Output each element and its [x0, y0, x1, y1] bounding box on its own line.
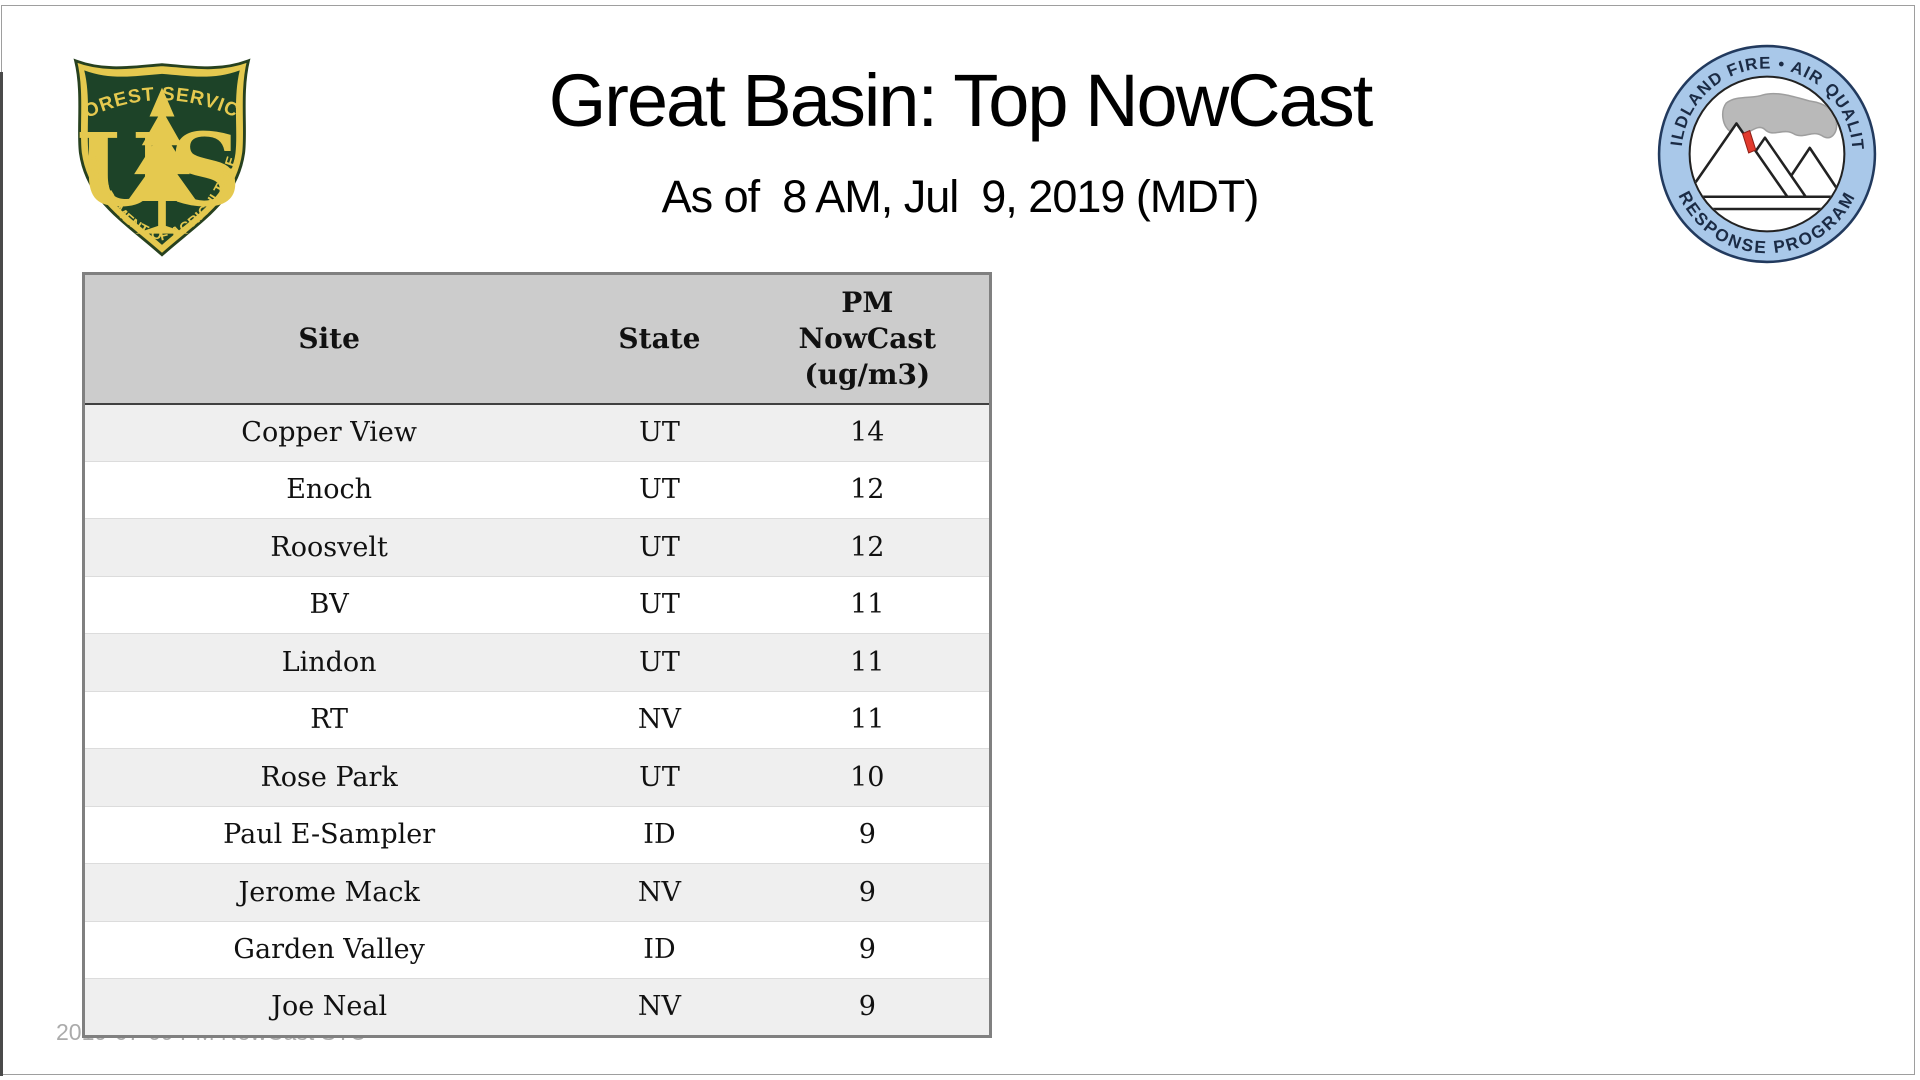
- page-title: Great Basin: Top NowCast: [548, 59, 1374, 142]
- column-header-pm-nowcast: PM NowCast (ug/m3): [745, 273, 991, 405]
- site-cell: Enoch: [83, 460, 574, 519]
- state-cell: NV: [573, 978, 746, 1036]
- state-cell: NV: [573, 690, 746, 749]
- table-row: Paul E-Sampler ID 9: [83, 805, 991, 864]
- wfaqrp-logo: WILDLAND FIRE • AIR QUALITY RESPONSE PRO…: [1646, 27, 1879, 266]
- pm-nowcast-cell: 11: [745, 575, 991, 634]
- table-row: Copper View UT 14: [83, 403, 991, 461]
- site-cell: Paul E-Sampler: [83, 805, 574, 864]
- mountains-icon: [1690, 122, 1844, 199]
- table-row: Garden Valley ID 9: [83, 920, 991, 979]
- table-row: Jerome Mack NV 9: [83, 863, 991, 921]
- state-cell: UT: [573, 748, 746, 806]
- table-row: BV UT 11: [83, 575, 991, 634]
- site-cell: Lindon: [83, 633, 574, 691]
- pm-nowcast-cell: 11: [745, 690, 991, 749]
- page-subtitle: As of 8 AM, Jul 9, 2019 (MDT): [661, 171, 1260, 222]
- state-cell: UT: [573, 633, 746, 691]
- wfaqrp-logo-icon: WILDLAND FIRE • AIR QUALITY RESPONSE PRO…: [1646, 27, 1877, 264]
- table-row: RT NV 11: [83, 690, 991, 749]
- site-cell: Jerome Mack: [83, 863, 574, 921]
- pine-tree-icon: [127, 87, 197, 234]
- site-cell: BV: [83, 575, 574, 634]
- table-body: Copper View UT 14 Enoch UT 12 Roosvelt UT 12 BV UT…: [83, 403, 991, 1036]
- table-row: Roosvelt UT 12: [83, 518, 991, 576]
- pm-nowcast-cell: 12: [745, 460, 991, 519]
- pm-nowcast-cell: 9: [745, 978, 991, 1036]
- table-row: Joe Neal NV 9: [83, 978, 991, 1036]
- forest-service-shield-icon: FOREST SERVICE U S DEPARTMENT OF AGRICUL…: [59, 29, 251, 257]
- nowcast-table: Site State PM NowCast (ug/m3) Copper Vie…: [82, 272, 992, 1038]
- column-header-site: Site: [83, 273, 574, 405]
- site-cell: Garden Valley: [83, 920, 574, 979]
- table-header-row: Site State PM NowCast (ug/m3): [83, 273, 991, 405]
- pm-nowcast-cell: 9: [745, 920, 991, 979]
- site-cell: Joe Neal: [83, 978, 574, 1036]
- state-cell: UT: [573, 460, 746, 519]
- forest-service-logo: FOREST SERVICE U S DEPARTMENT OF AGRICUL…: [59, 29, 258, 260]
- pm-nowcast-cell: 9: [745, 805, 991, 864]
- pm-nowcast-cell: 12: [745, 518, 991, 576]
- site-cell: Rose Park: [83, 748, 574, 806]
- pm-nowcast-cell: 9: [745, 863, 991, 921]
- pm-nowcast-cell: 11: [745, 633, 991, 691]
- flame-mark-icon: [1741, 129, 1757, 154]
- pm-nowcast-cell: 14: [745, 403, 991, 461]
- state-cell: ID: [573, 805, 746, 864]
- state-cell: UT: [573, 403, 746, 461]
- pm-nowcast-cell: 10: [745, 748, 991, 806]
- table-row: Lindon UT 11: [83, 633, 991, 691]
- table-row: Rose Park UT 10: [83, 748, 991, 806]
- state-cell: UT: [573, 518, 746, 576]
- state-cell: NV: [573, 863, 746, 921]
- site-cell: RT: [83, 690, 574, 749]
- title-block: Great Basin: Top NowCast As of 8 AM, Jul…: [0, 0, 1920, 223]
- table-header: Site State PM NowCast (ug/m3): [83, 273, 991, 405]
- state-cell: UT: [573, 575, 746, 634]
- column-header-state: State: [573, 273, 746, 405]
- site-cell: Copper View: [83, 403, 574, 461]
- table-row: Enoch UT 12: [83, 460, 991, 519]
- site-cell: Roosvelt: [83, 518, 574, 576]
- state-cell: ID: [573, 920, 746, 979]
- left-edge-line: [0, 72, 3, 1076]
